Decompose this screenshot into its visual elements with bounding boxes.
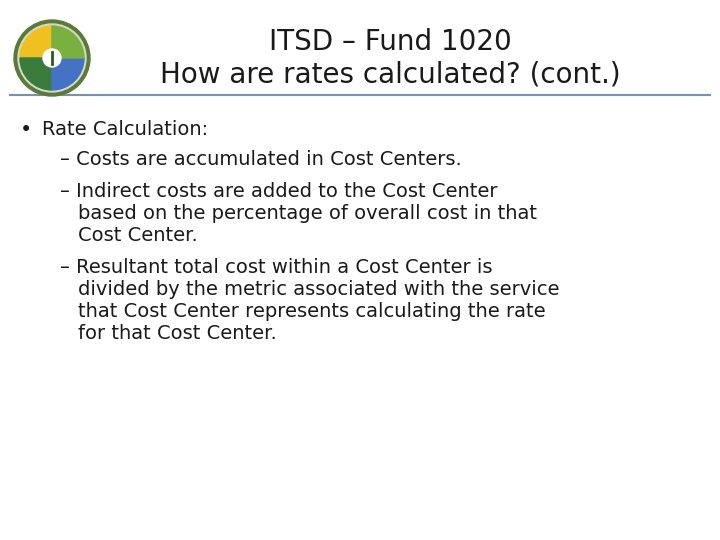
Text: that Cost Center represents calculating the rate: that Cost Center represents calculating … — [78, 302, 546, 321]
Text: ITSD – Fund 1020: ITSD – Fund 1020 — [269, 28, 511, 56]
Wedge shape — [52, 26, 84, 58]
Wedge shape — [20, 26, 52, 58]
Circle shape — [43, 49, 61, 67]
Text: – Costs are accumulated in Cost Centers.: – Costs are accumulated in Cost Centers. — [60, 150, 462, 169]
Text: •: • — [20, 120, 32, 140]
Text: Cost Center.: Cost Center. — [78, 226, 198, 245]
Text: Rate Calculation:: Rate Calculation: — [42, 120, 208, 139]
Text: based on the percentage of overall cost in that: based on the percentage of overall cost … — [78, 204, 537, 223]
Text: – Resultant total cost within a Cost Center is: – Resultant total cost within a Cost Cen… — [60, 258, 492, 277]
Text: for that Cost Center.: for that Cost Center. — [78, 324, 276, 343]
Wedge shape — [52, 58, 84, 90]
Wedge shape — [20, 58, 52, 90]
Circle shape — [18, 24, 86, 92]
Text: divided by the metric associated with the service: divided by the metric associated with th… — [78, 280, 559, 299]
Circle shape — [14, 20, 90, 96]
Text: – Indirect costs are added to the Cost Center: – Indirect costs are added to the Cost C… — [60, 182, 498, 201]
Text: How are rates calculated? (cont.): How are rates calculated? (cont.) — [160, 60, 621, 88]
